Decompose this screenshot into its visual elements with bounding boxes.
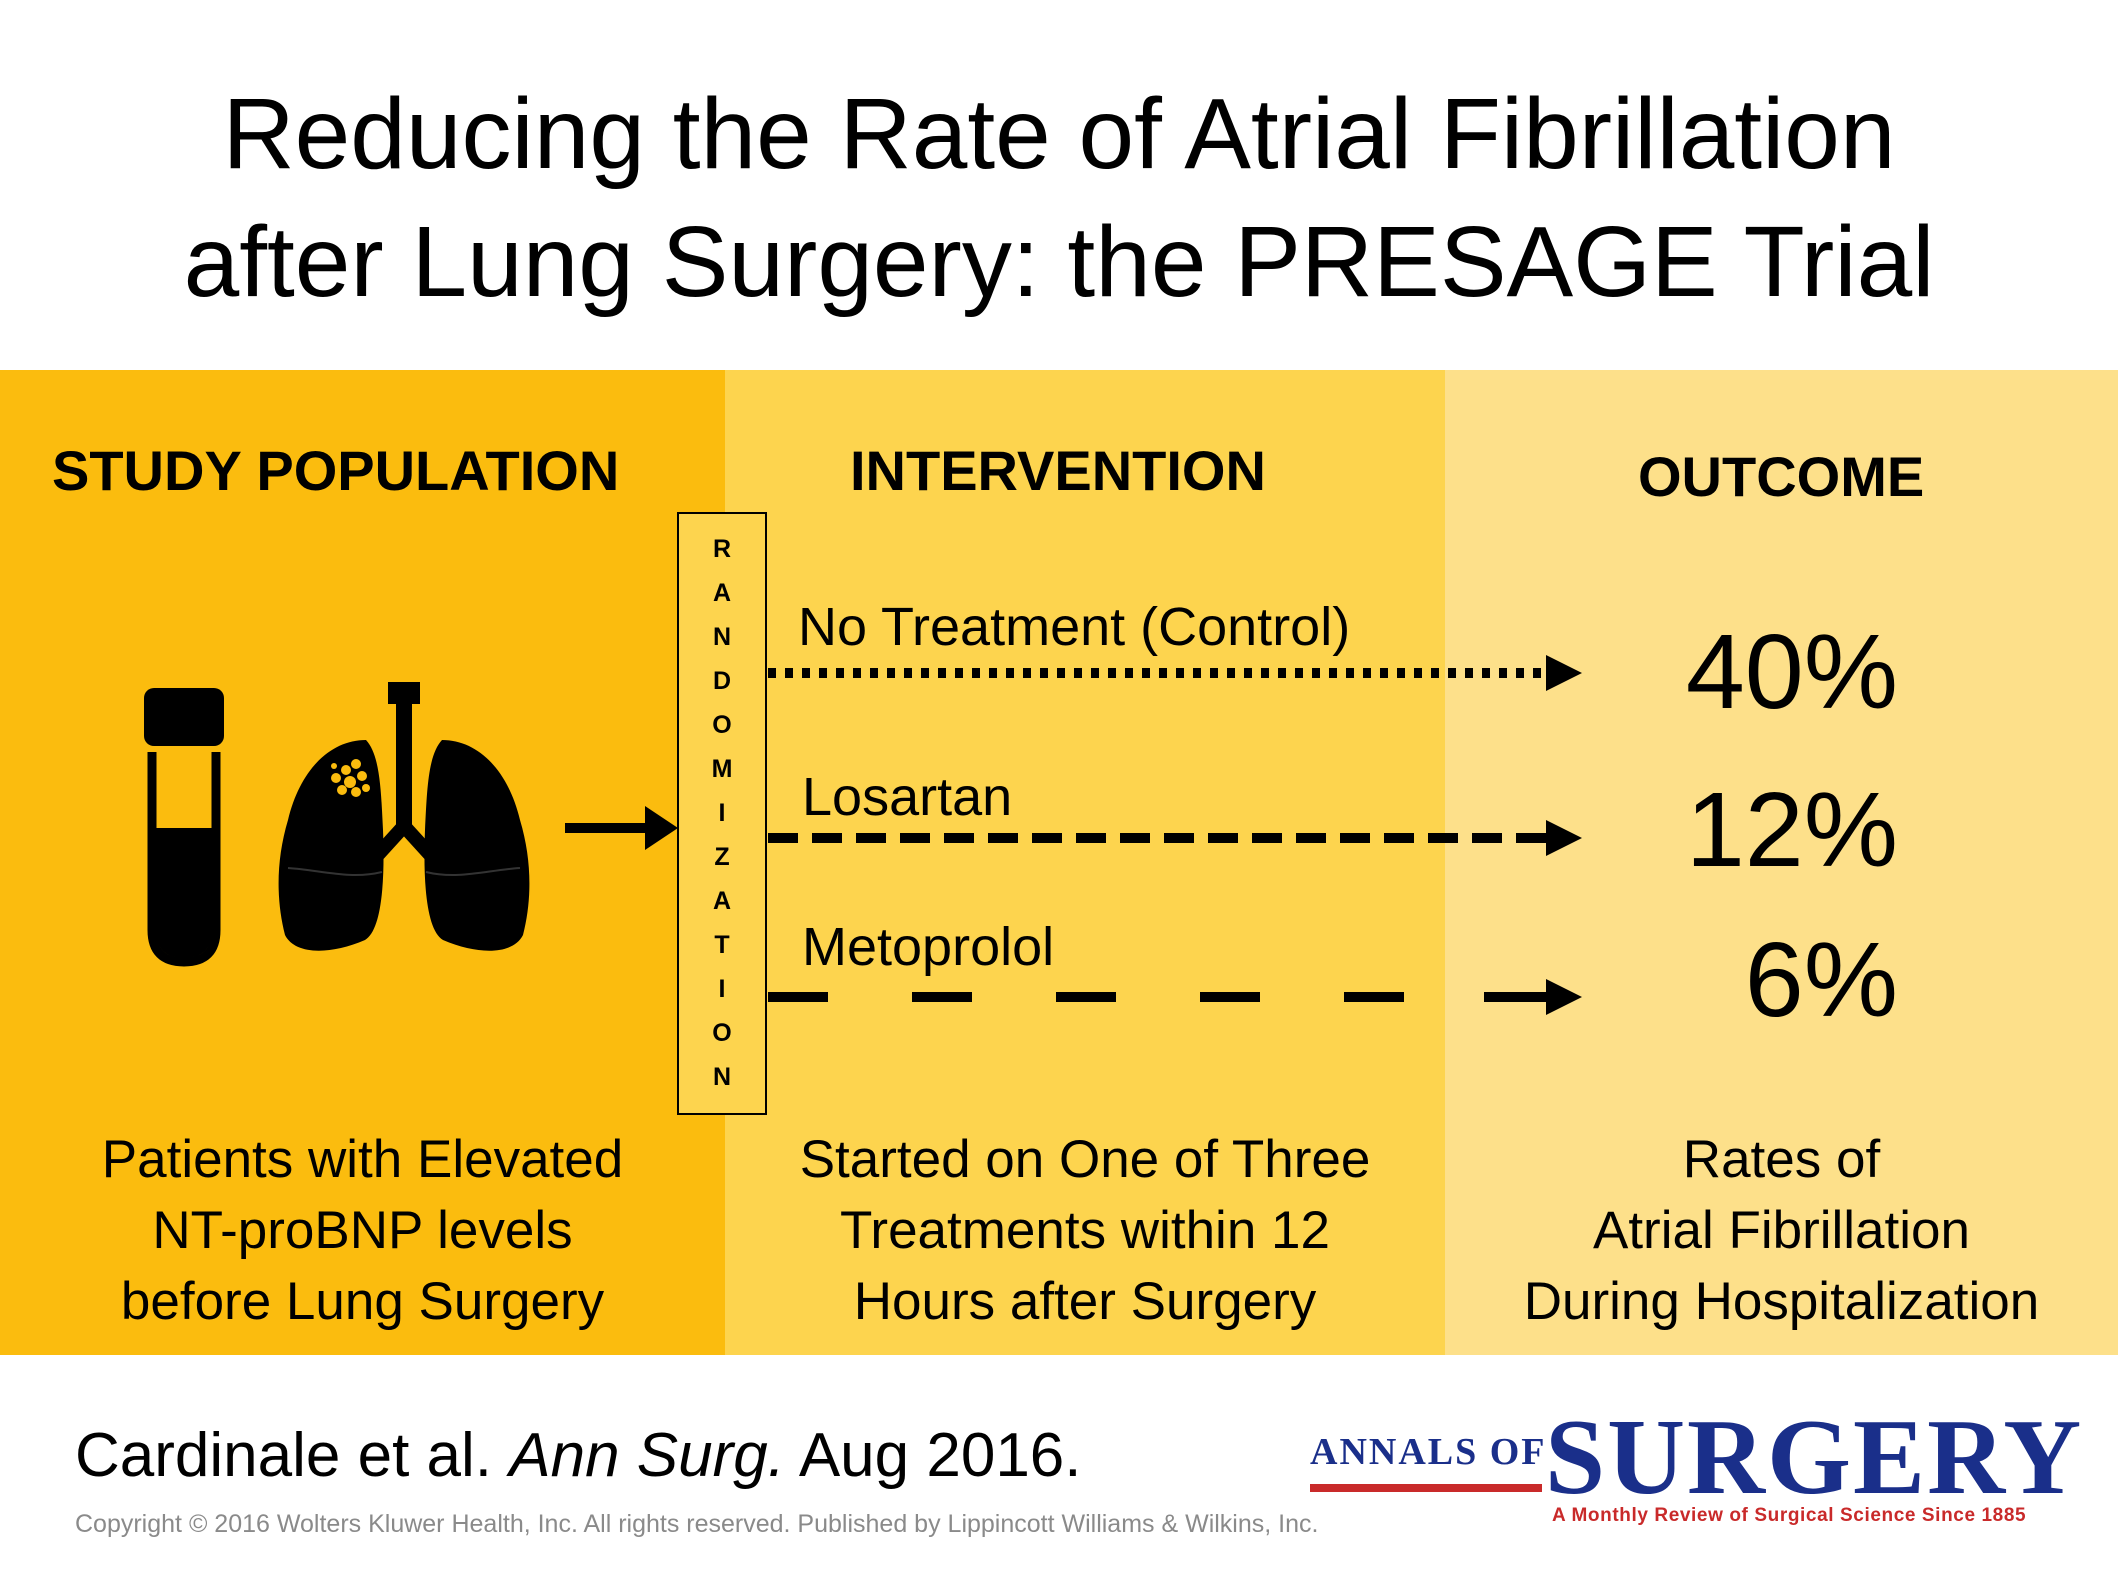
randomization-letter: O [712, 711, 732, 739]
description-line: before Lung Surgery [120, 1272, 605, 1331]
randomization-letter: I [718, 799, 726, 827]
panel-intervention [725, 370, 1445, 1355]
randomization-box: R A N D O M I Z A T I O N [677, 512, 767, 1115]
citation-date: Aug 2016. [798, 1421, 1082, 1490]
title-line-1: Reducing the Rate of Atrial Fibrillation [222, 78, 1896, 190]
randomization-letter: O [712, 1019, 732, 1047]
description-line: Hours after Surgery [853, 1272, 1317, 1331]
outcome-description: Rates of Atrial Fibrillation During Hosp… [1445, 1124, 2118, 1337]
lungs-icon [278, 682, 530, 951]
description-line: Started on One of Three [799, 1130, 1371, 1189]
arrow-to-randomization [565, 806, 678, 850]
copyright-notice: Copyright © 2016 Wolters Kluwer Health, … [75, 1510, 1319, 1538]
heading-study-population: STUDY POPULATION [52, 439, 620, 502]
arm-line-losartan [768, 820, 1582, 856]
randomization-letter: A [712, 579, 732, 607]
test-tube-icon [144, 688, 224, 967]
randomization-letter: I [718, 975, 726, 1003]
description-line: NT-proBNP levels [152, 1201, 573, 1260]
arm-label-losartan: Losartan [802, 767, 1013, 827]
randomization-letter: M [711, 755, 733, 783]
citation-journal: Ann Surg. [509, 1421, 785, 1490]
randomization-letter: A [712, 887, 732, 915]
rate-control: 40% [1685, 613, 1898, 731]
citation: Cardinale et al. Ann Surg. Aug 2016. [75, 1420, 1082, 1491]
population-description: Patients with Elevated NT-proBNP levels … [0, 1124, 725, 1337]
rate-losartan: 12% [1685, 771, 1898, 889]
heading-outcome: OUTCOME [1638, 445, 1925, 508]
page-title: Reducing the Rate of Atrial Fibrillation… [0, 70, 2118, 326]
arm-line-metoprolol [768, 979, 1582, 1015]
randomization-letter: Z [714, 843, 730, 871]
logo-annals-text: ANNALS OF [1310, 1431, 1547, 1473]
annals-of-surgery-logo: ANNALS OF SURGERY A Monthly Review of Su… [1305, 1404, 2081, 1530]
description-line: Rates of [1682, 1130, 1881, 1189]
heading-intervention: INTERVENTION [850, 439, 1266, 502]
tumor-icon [331, 759, 370, 797]
randomization-letter: T [714, 931, 730, 959]
description-line: Atrial Fibrillation [1592, 1201, 1970, 1260]
panels [0, 370, 2118, 1355]
description-line: Treatments within 12 [840, 1201, 1330, 1260]
title-line-2: after Lung Surgery: the PRESAGE Trial [183, 206, 1935, 318]
randomization-letter: D [712, 667, 732, 695]
randomization-letter: N [712, 623, 732, 651]
intervention-description: Started on One of Three Treatments withi… [725, 1124, 1445, 1337]
logo-tagline: A Monthly Review of Surgical Science Sin… [1552, 1505, 2027, 1526]
citation-authors: Cardinale et al. [75, 1421, 493, 1490]
randomization-letter: R [712, 535, 732, 563]
randomization-letter: N [712, 1063, 732, 1091]
arm-line-control [768, 655, 1582, 691]
arm-label-control: No Treatment (Control) [798, 597, 1351, 657]
description-line: Patients with Elevated [101, 1130, 624, 1189]
logo-surgery-text: SURGERY [1545, 1398, 2084, 1517]
arm-label-metoprolol: Metoprolol [802, 917, 1055, 977]
rate-metoprolol: 6% [1744, 921, 1898, 1039]
panel-outcome [1445, 370, 2118, 1355]
logo-rule [1310, 1484, 1542, 1492]
description-line: During Hospitalization [1523, 1272, 2040, 1331]
